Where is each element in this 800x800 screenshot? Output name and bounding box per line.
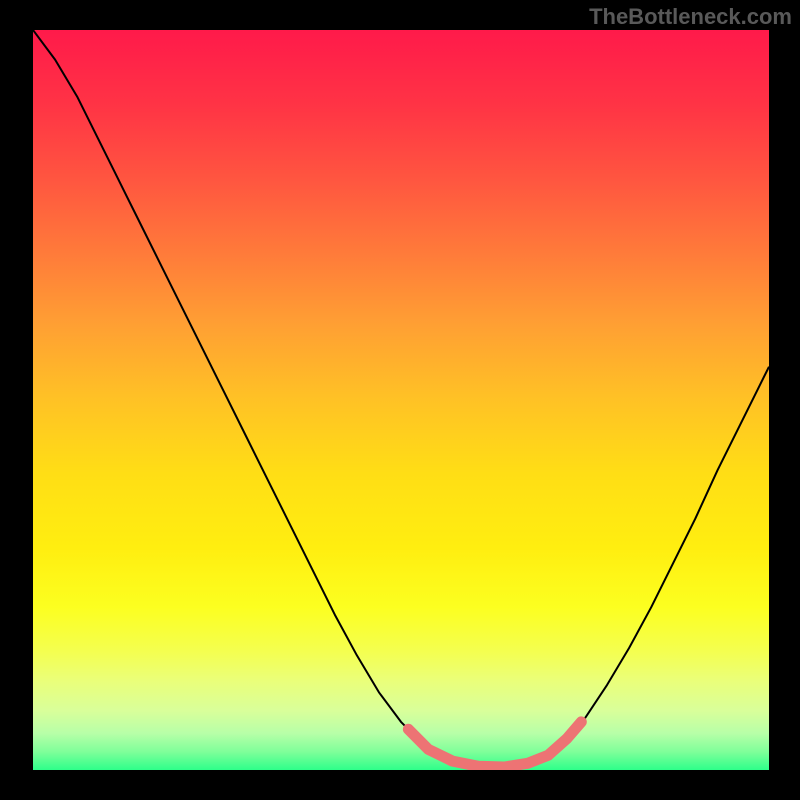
plot-area xyxy=(33,30,769,770)
watermark-text: TheBottleneck.com xyxy=(589,4,792,30)
plot-background xyxy=(33,30,769,770)
chart-container: TheBottleneck.com xyxy=(0,0,800,800)
chart-svg xyxy=(33,30,769,770)
